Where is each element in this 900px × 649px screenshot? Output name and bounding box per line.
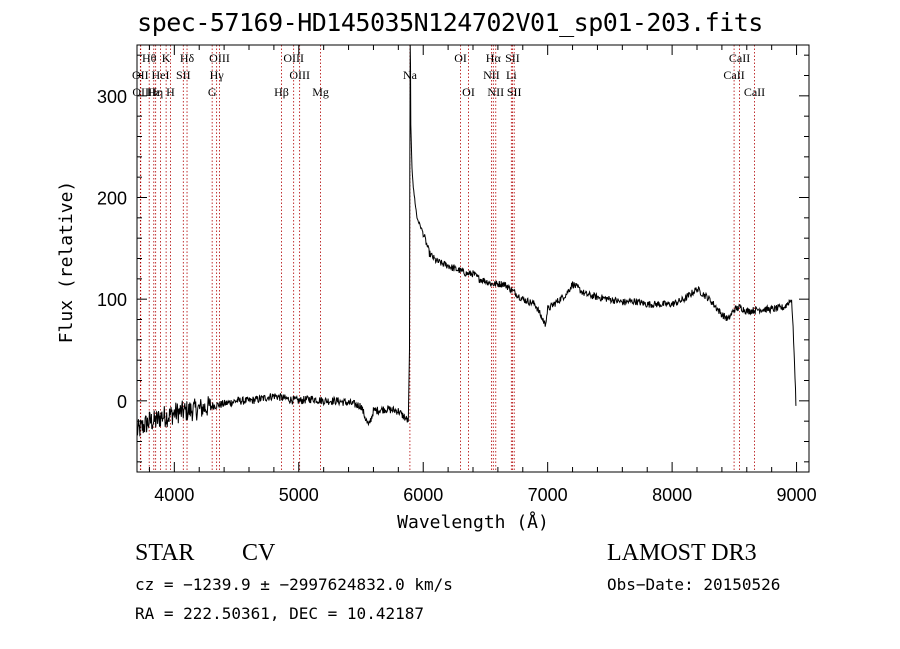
x-tick-label-0: 4000 [154, 485, 194, 505]
line-label-6: K [162, 51, 171, 65]
y-tick-label-2: 200 [97, 189, 127, 209]
x-tick-label-3: 7000 [528, 485, 568, 505]
line-label-25: SII [507, 85, 522, 99]
line-label-28: CaII [744, 85, 765, 99]
spectrum-line [136, 44, 797, 437]
line-label-24: Li [506, 68, 517, 82]
survey-name: LAMOST DR3 [607, 540, 757, 566]
chart-title: spec-57169-HD145035N124702V01_sp01-203.f… [137, 8, 763, 37]
line-label-8: SII [176, 68, 191, 82]
line-label-20: Hα [486, 51, 502, 65]
x-tick-label-5: 9000 [777, 485, 817, 505]
line-label-4: HeI [152, 68, 170, 82]
y-axis-ticks: 0 100 200 300 [97, 54, 809, 463]
line-label-0: Hθ [142, 51, 157, 65]
line-label-11: Hγ [210, 68, 225, 82]
line-label-5: Hη [148, 85, 163, 99]
line-label-10: OIII [209, 51, 230, 65]
line-label-9: Hδ [180, 51, 195, 65]
line-label-21: NII [483, 68, 500, 82]
line-label-13: OIII [283, 51, 304, 65]
x-axis-ticks: 4000 5000 6000 7000 8000 9000 [148, 45, 817, 505]
x-axis-label: Wavelength (Å) [397, 511, 549, 533]
x-tick-label-1: 5000 [279, 485, 319, 505]
y-axis-label: Flux (relative) [56, 181, 77, 344]
line-label-14: OIII [289, 68, 310, 82]
object-subclass: CV [242, 540, 276, 566]
x-tick-label-2: 6000 [403, 485, 443, 505]
line-label-12: G [208, 85, 217, 99]
x-tick-label-4: 8000 [652, 485, 692, 505]
y-tick-label-3: 300 [97, 87, 127, 107]
coordinates: RA = 222.50361, DEC = 10.42187 [135, 604, 424, 623]
line-label-26: CaII [729, 51, 750, 65]
plot-frame [136, 44, 810, 473]
spectral-line-markers [139, 45, 755, 472]
line-label-22: NII [487, 85, 504, 99]
line-label-16: Mg [312, 85, 329, 99]
line-label-15: Hβ [274, 85, 289, 99]
y-tick-label-0: 0 [117, 392, 127, 412]
line-label-3: Hε [147, 85, 161, 99]
y-tick-label-1: 100 [97, 290, 127, 310]
line-label-18: OI [454, 51, 467, 65]
line-label-27: CaII [723, 68, 744, 82]
line-label-23: SII [505, 51, 520, 65]
line-label-19: OI [462, 85, 475, 99]
object-class: STAR [135, 540, 195, 566]
obs-date: Obs−Date: 20150526 [607, 575, 781, 594]
line-label-7: H [166, 85, 175, 99]
redshift-info: cz = −1239.9 ± −2997624832.0 km/s [135, 575, 453, 594]
